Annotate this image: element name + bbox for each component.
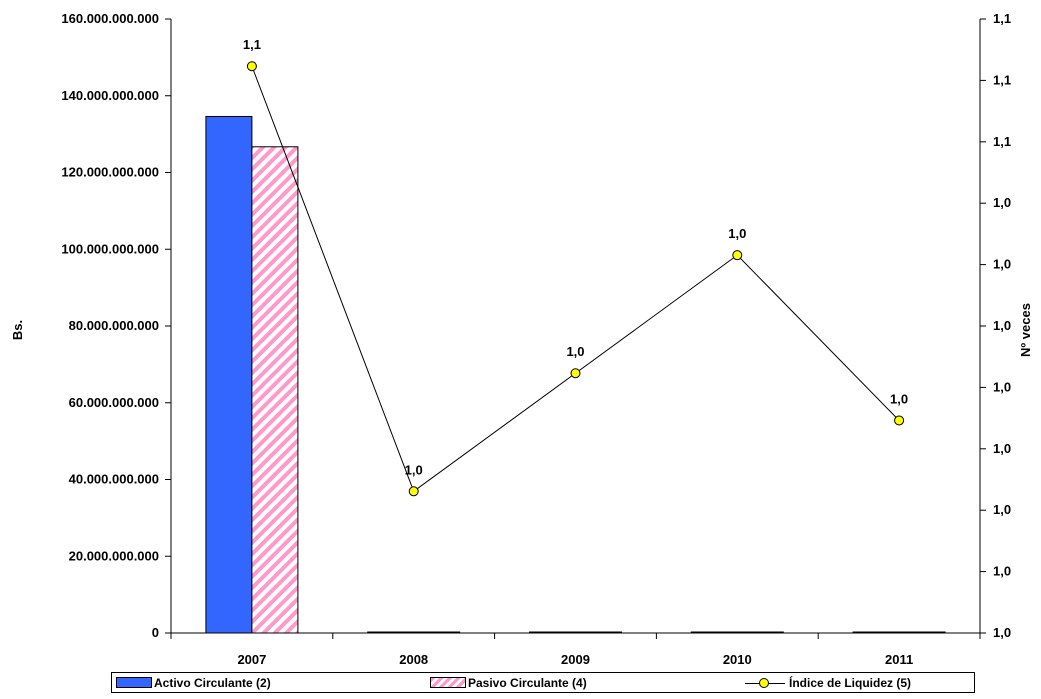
x-tick-label: 2007: [237, 652, 266, 667]
y2-tick-label: 1,0: [993, 379, 1011, 394]
y-axis-title: Bs.: [10, 320, 25, 340]
y-tick-label: 60.000.000.000: [69, 395, 159, 410]
y-tick-label: 160.000.000.000: [61, 11, 159, 26]
y2-tick-label: 1,0: [993, 502, 1011, 517]
legend-swatch-pasivo: [430, 677, 466, 688]
y2-tick-label: 1,0: [993, 195, 1011, 210]
y2-tick-label: 1,0: [993, 441, 1011, 456]
y2-tick-label: 1,1: [993, 72, 1011, 87]
y-tick-label: 80.000.000.000: [69, 318, 159, 333]
legend-label-liquidez: Índice de Liquidez (5): [789, 675, 912, 690]
y2-tick-label: 1,1: [993, 134, 1011, 149]
y2-tick-label: 1,1: [993, 11, 1011, 26]
plot-area: 0 20.000.000.000 40.000.000.000 60.000.000.…: [61, 11, 1011, 667]
y2-tick-label: 1,0: [993, 318, 1011, 333]
legend-label-activo: Activo Circulante (2): [154, 675, 271, 690]
bar-activo-2007: [205, 115, 253, 634]
data-label-liquidez-2008: 1,0: [405, 462, 423, 477]
data-label-liquidez-2007: 1,1: [243, 37, 261, 52]
y-tick-label: 40.000.000.000: [69, 472, 159, 487]
legend-swatch-activo: [116, 677, 152, 688]
legend: Activo Circulante (2) Pasivo Circulante …: [111, 672, 975, 693]
bar-pasivo-2007: [251, 146, 299, 634]
data-label-liquidez-2009: 1,0: [566, 344, 584, 359]
y2-tick-label: 1,0: [993, 257, 1011, 272]
marker-liquidez-2008: [408, 486, 419, 497]
marker-liquidez-2010: [732, 250, 743, 261]
legend-item-activo: Activo Circulante (2): [116, 675, 271, 690]
y-tick-label: 20.000.000.000: [69, 548, 159, 563]
y-tick-label: 140.000.000.000: [61, 88, 159, 103]
x-tick-label: 2010: [723, 652, 752, 667]
data-label-liquidez-2011: 1,0: [890, 391, 908, 406]
y2-axis-title: Nº veces: [1018, 303, 1033, 357]
x-tick-label: 2008: [399, 652, 428, 667]
y-tick-label: 120.000.000.000: [61, 165, 159, 180]
y-tick-label: 0: [152, 625, 159, 640]
y-tick-label: 100.000.000.000: [61, 241, 159, 256]
legend-item-pasivo: Pasivo Circulante (4): [430, 675, 587, 690]
marker-liquidez-2007: [246, 61, 257, 72]
marker-liquidez-2009: [570, 368, 581, 379]
legend-item-liquidez: Índice de Liquidez (5): [745, 675, 911, 690]
y2-tick-label: 1,0: [993, 564, 1011, 579]
data-label-liquidez-2010: 1,0: [728, 226, 746, 241]
y2-tick-label: 1,0: [993, 625, 1011, 640]
x-tick-label: 2009: [561, 652, 590, 667]
line-liquidez: [251, 66, 900, 493]
legend-label-pasivo: Pasivo Circulante (4): [468, 675, 587, 690]
legend-marker-liquidez: [745, 676, 785, 690]
marker-liquidez-2011: [894, 415, 905, 426]
x-tick-label: 2011: [885, 652, 913, 667]
